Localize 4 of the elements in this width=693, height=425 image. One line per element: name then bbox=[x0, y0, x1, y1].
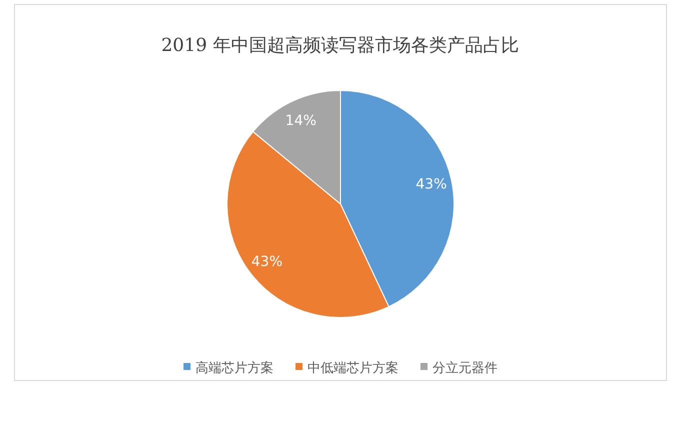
legend-label: 中低端芯片方案 bbox=[308, 360, 398, 376]
title: 2019 年中国超高频读写器市场各类产品占比 bbox=[161, 35, 519, 56]
legend-label: 高端芯片方案 bbox=[196, 360, 274, 376]
legend-label: 分立元器件 bbox=[432, 360, 498, 376]
